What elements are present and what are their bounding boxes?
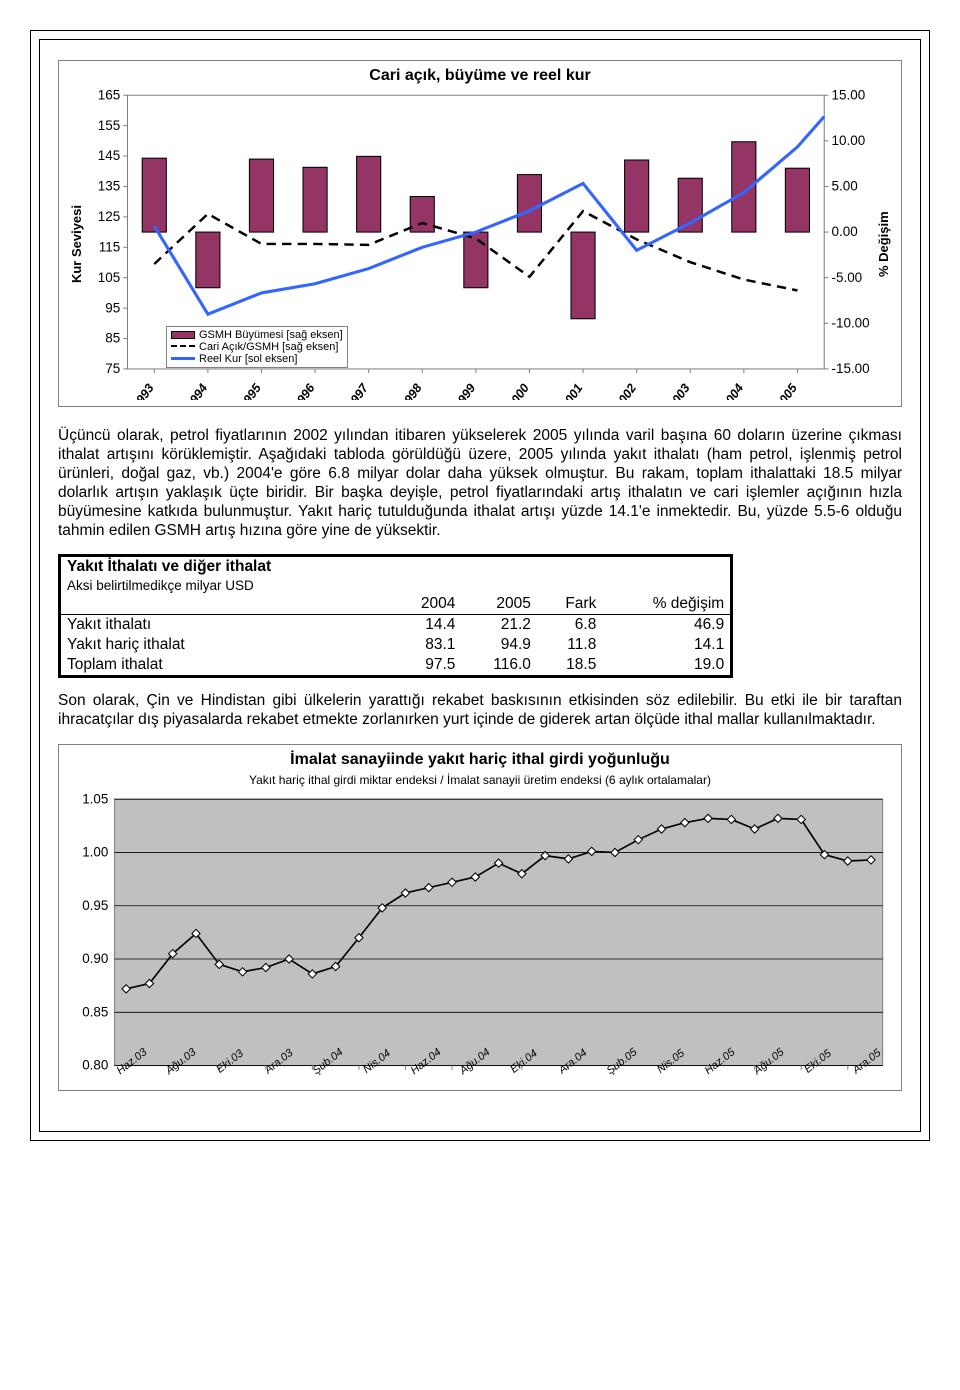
table-cell: 97.5: [391, 655, 462, 677]
table-cell: Yakıt hariç ithalat: [60, 635, 391, 655]
svg-text:0.85: 0.85: [82, 1005, 108, 1020]
page-outer-frame: Cari açık, büyüme ve reel kur Kur Seviye…: [30, 30, 930, 1141]
page-inner-frame: Cari açık, büyüme ve reel kur Kur Seviye…: [39, 39, 921, 1132]
svg-text:105: 105: [98, 270, 120, 285]
svg-text:0.90: 0.90: [82, 951, 108, 966]
chart1-plot: 75 85 95 105 115 125 135 145 155 165 -15.00 -10.00 -…: [86, 89, 874, 400]
table-col-header: Fark: [537, 594, 602, 615]
svg-text:0.00: 0.00: [831, 224, 857, 239]
svg-text:2004: 2004: [718, 381, 746, 400]
svg-text:95: 95: [105, 300, 120, 315]
table-cell: Toplam ithalat: [60, 655, 391, 677]
svg-text:15.00: 15.00: [831, 89, 865, 102]
table-col-header: 2004: [391, 594, 462, 615]
svg-text:2000: 2000: [504, 381, 532, 400]
table-cell: 14.4: [391, 615, 462, 636]
svg-text:0.95: 0.95: [82, 898, 108, 913]
svg-text:75: 75: [105, 361, 120, 376]
svg-text:115: 115: [99, 239, 120, 254]
chart2-x-ticks: Haz.03Ağu.03Eki.03Ara.03Şub.04Nis.04Haz.…: [67, 1072, 893, 1084]
svg-text:1998: 1998: [397, 381, 424, 400]
svg-text:2003: 2003: [665, 381, 693, 400]
table-cell: 19.0: [602, 655, 731, 677]
svg-text:2001: 2001: [558, 381, 586, 400]
table-subtitle: Aksi belirtilmedikçe milyar USD: [60, 577, 391, 594]
table-cell: 14.1: [602, 635, 731, 655]
svg-text:145: 145: [98, 148, 120, 163]
chart1-legend: GSMH Büyümesi [sağ eksen] Cari Açık/GSMH…: [166, 326, 348, 368]
svg-text:-5.00: -5.00: [831, 270, 862, 285]
svg-text:155: 155: [98, 118, 120, 133]
table-title: Yakıt İthalatı ve diğer ithalat: [60, 556, 391, 578]
svg-text:165: 165: [98, 89, 120, 102]
chart1-y-left-label: Kur Seviyesi: [67, 89, 86, 400]
chart2-title: İmalat sanayiinde yakıt hariç ithal gird…: [67, 751, 893, 769]
svg-text:125: 125: [98, 209, 120, 224]
fuel-import-table: Yakıt İthalatı ve diğer ithalat Aksi bel…: [58, 554, 733, 678]
chart1-y-right-label: % Değişim: [874, 89, 893, 400]
table-cell: 46.9: [602, 615, 731, 636]
svg-text:-15.00: -15.00: [831, 361, 869, 376]
table-cell: 21.2: [461, 615, 537, 636]
svg-text:1996: 1996: [290, 381, 317, 400]
chart1-container: Cari açık, büyüme ve reel kur Kur Seviye…: [58, 60, 902, 407]
table-col-header: 2005: [461, 594, 537, 615]
table-cell: 116.0: [461, 655, 537, 677]
svg-text:1.05: 1.05: [82, 793, 108, 806]
svg-text:1.00: 1.00: [82, 845, 108, 860]
table-cell: Yakıt ithalatı: [60, 615, 391, 636]
table-cell: 11.8: [537, 635, 602, 655]
chart2-container: İmalat sanayiinde yakıt hariç ithal gird…: [58, 744, 902, 1091]
svg-text:5.00: 5.00: [831, 179, 857, 194]
table-cell: 83.1: [391, 635, 462, 655]
svg-text:1993: 1993: [129, 381, 156, 400]
chart1-title: Cari açık, büyüme ve reel kur: [67, 67, 893, 85]
svg-text:1994: 1994: [183, 381, 210, 400]
chart2-subtitle: Yakıt hariç ithal girdi miktar endeksi /…: [67, 773, 893, 787]
table-col-header: [60, 594, 391, 615]
paragraph-2: Son olarak, Çin ve Hindistan gibi ülkele…: [58, 692, 902, 730]
svg-text:0.80: 0.80: [82, 1058, 108, 1072]
svg-text:10.00: 10.00: [831, 133, 865, 148]
svg-text:2002: 2002: [611, 381, 639, 400]
table-col-header: % değişim: [602, 594, 731, 615]
svg-text:1995: 1995: [237, 380, 265, 400]
table-cell: 94.9: [461, 635, 537, 655]
chart2-plot: 0.80 0.85 0.90 0.95 1.00 1.05: [67, 793, 893, 1072]
paragraph-1: Üçüncü olarak, petrol fiyatlarının 2002 …: [58, 427, 902, 540]
svg-text:1997: 1997: [344, 380, 372, 400]
svg-text:85: 85: [105, 331, 120, 346]
table-cell: 18.5: [537, 655, 602, 677]
table-cell: 6.8: [537, 615, 602, 636]
svg-text:1999: 1999: [451, 381, 478, 400]
svg-text:2005: 2005: [772, 380, 801, 400]
svg-text:135: 135: [98, 179, 120, 194]
svg-text:-10.00: -10.00: [831, 315, 869, 330]
